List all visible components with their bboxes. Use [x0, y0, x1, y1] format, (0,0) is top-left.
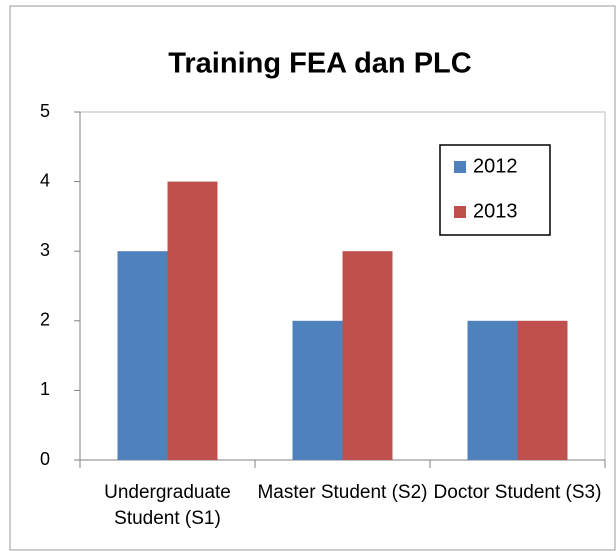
y-tick-label: 3 [40, 240, 50, 260]
bar [167, 181, 218, 460]
x-tick-label: Doctor Student (S3) [433, 482, 602, 503]
y-tick-label: 4 [40, 170, 50, 190]
legend-label: 2013 [473, 200, 518, 222]
bar [517, 320, 568, 460]
chart-title: Training FEA dan PLC [168, 48, 471, 80]
bar [467, 320, 518, 460]
bar [342, 251, 393, 460]
legend-swatch [454, 206, 466, 218]
bar [292, 320, 343, 460]
x-tick-label: Undergraduate Student (S1) [104, 482, 231, 529]
x-tick-label: Master Student (S2) [257, 482, 428, 503]
y-tick-label: 0 [40, 449, 50, 469]
legend-box [439, 144, 551, 236]
y-tick-label: 5 [40, 101, 50, 121]
bar [117, 251, 168, 460]
chart-border [9, 5, 616, 551]
y-tick-label: 1 [40, 379, 50, 399]
legend-label: 2012 [473, 155, 518, 177]
legend-swatch [454, 161, 466, 173]
y-tick-label: 2 [40, 310, 50, 330]
